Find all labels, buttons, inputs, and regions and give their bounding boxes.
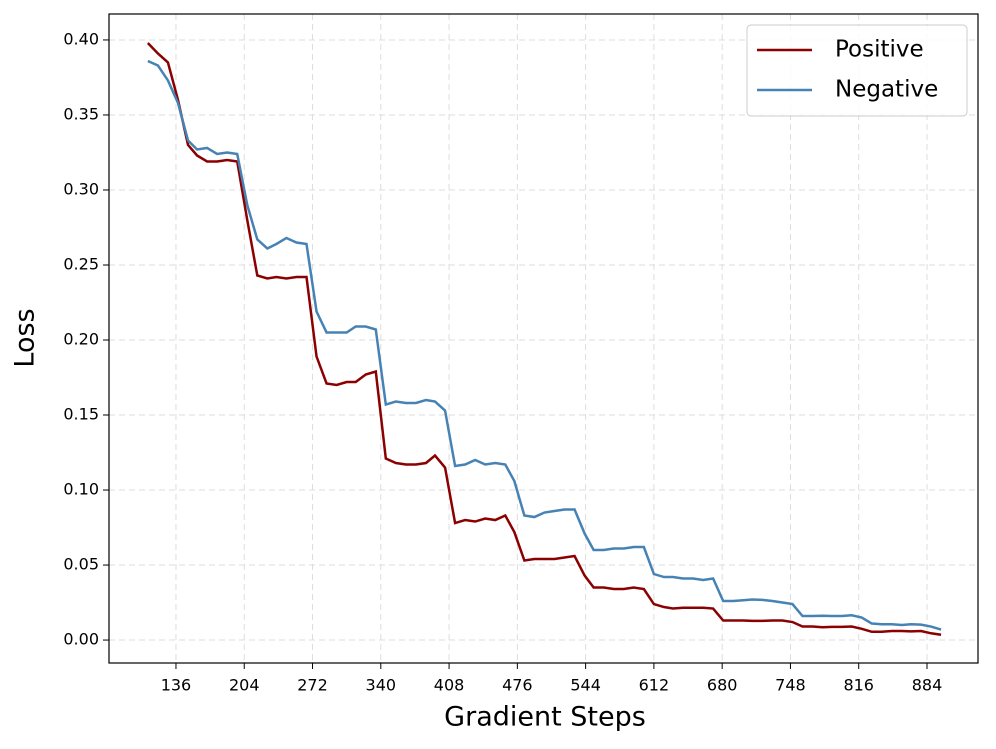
plot-frame xyxy=(108,13,979,664)
x-tick-label: 272 xyxy=(297,676,328,695)
x-tick-label: 340 xyxy=(366,676,397,695)
line xyxy=(146,42,942,637)
y-tick-label: 0.35 xyxy=(63,104,99,123)
x-tick-label: 816 xyxy=(843,676,874,695)
x-tick-label: 884 xyxy=(912,676,943,695)
x-tick-label: 544 xyxy=(570,676,601,695)
x-tick-label: 680 xyxy=(707,676,738,695)
y-tick-label: 0.40 xyxy=(63,29,99,48)
legend-label: Negative xyxy=(835,77,938,103)
line xyxy=(147,59,942,631)
x-tick-label: 476 xyxy=(502,676,533,695)
x-tick-label: 748 xyxy=(775,676,806,695)
y-tick-label: 0.20 xyxy=(63,330,99,349)
x-tick-label: 612 xyxy=(639,676,670,695)
x-tick-label: 136 xyxy=(161,676,192,695)
y-tick-label: 0.25 xyxy=(63,254,99,273)
y-tick-label: 0.15 xyxy=(63,405,99,424)
y-tick-label: 0.10 xyxy=(63,480,99,499)
x-axis-label: Gradient Steps xyxy=(444,702,646,733)
x-tick-label: 408 xyxy=(434,676,465,695)
x-tick-label: 204 xyxy=(229,676,260,695)
legend-label: Positive xyxy=(835,37,924,63)
y-tick-label: 0.00 xyxy=(63,630,99,649)
y-tick-label: 0.05 xyxy=(63,555,99,574)
y-tick-label: 0.30 xyxy=(63,179,99,198)
y-axis-label: Loss xyxy=(10,308,41,367)
legend xyxy=(746,24,968,117)
